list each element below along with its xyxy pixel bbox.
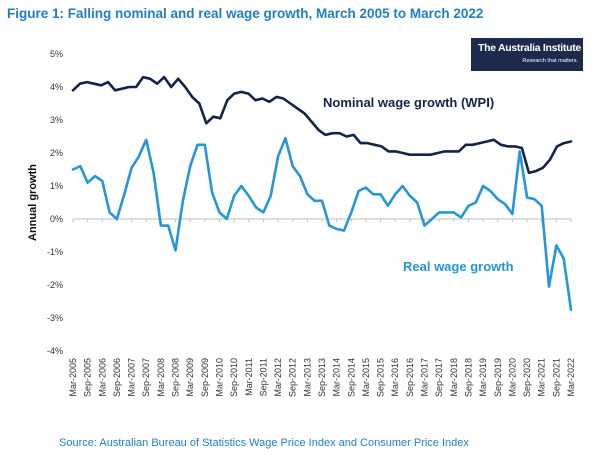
x-tick-label: Sep-2012 [288, 358, 298, 397]
y-tick-label: 4% [50, 82, 63, 92]
x-tick-label: Sep-2014 [346, 358, 356, 397]
nominal-wage-series-line [71, 75, 573, 175]
x-tick-label: Sep-2009 [200, 358, 210, 397]
x-tick-label: Sep-2017 [434, 358, 444, 397]
x-tick-label: Sep-2005 [83, 358, 93, 397]
x-tick-label: Mar-2013 [302, 358, 312, 397]
x-tick-label: Mar-2018 [449, 358, 459, 397]
x-tick-label: Sep-2015 [376, 358, 386, 397]
x-tick-label: Mar-2022 [566, 358, 576, 397]
x-tick-label: Mar-2017 [420, 358, 430, 397]
x-tick-label: Sep-2006 [112, 358, 122, 397]
x-tick-label: Sep-2010 [229, 358, 239, 397]
x-tick-label: Mar-2021 [537, 358, 547, 397]
y-tick-label: -3% [47, 313, 63, 323]
y-tick-label: 3% [50, 115, 63, 125]
x-tick-label: Sep-2019 [493, 358, 503, 397]
x-tick-label: Mar-2012 [273, 358, 283, 397]
y-tick-label: -1% [47, 247, 63, 257]
logo-name: The Australia Institute [478, 42, 581, 54]
x-tick-label: Mar-2020 [507, 358, 517, 397]
y-tick-label: -2% [47, 280, 63, 290]
y-tick-label: 2% [50, 148, 63, 158]
x-tick-label: Sep-2018 [463, 358, 473, 397]
y-tick-label: 0% [50, 214, 63, 224]
x-tick-label: Mar-2016 [390, 358, 400, 397]
x-tick-label: Sep-2011 [258, 358, 268, 396]
chart-title: Figure 1: Falling nominal and real wage … [7, 6, 484, 21]
x-tick-label: Sep-2021 [551, 358, 561, 397]
logo-tagline: Research that matters. [522, 58, 578, 64]
x-tick-label: Mar-2009 [185, 358, 195, 397]
x-tick-label: Sep-2013 [317, 358, 327, 397]
y-tick-label: 5% [50, 49, 63, 59]
x-tick-label: Sep-2008 [171, 358, 181, 397]
x-tick-label: Sep-2020 [522, 358, 532, 397]
source-note: Source: Australian Bureau of Statistics … [59, 437, 469, 449]
y-tick-label: 1% [50, 181, 63, 191]
x-tick-label: Mar-2006 [97, 358, 107, 397]
x-tick-label: Mar-2010 [214, 358, 224, 397]
y-axis-label: Annual growth [27, 164, 39, 241]
x-tick-label: Mar-2005 [68, 358, 78, 397]
real-wage-series-line [71, 136, 573, 312]
australia-institute-logo: The Australia Institute Research that ma… [471, 38, 583, 71]
real-series-label: Real wage growth [403, 259, 514, 274]
x-tick-label: Mar-2019 [478, 358, 488, 397]
x-tick-label: Sep-2016 [405, 358, 415, 397]
x-tick-label: Mar-2014 [332, 358, 342, 397]
y-tick-label: -4% [47, 346, 63, 356]
x-tick-label: Mar-2007 [127, 358, 137, 397]
x-tick-label: Mar-2011 [244, 358, 254, 396]
x-tick-label: Mar-2008 [156, 358, 166, 397]
x-tick-label: Sep-2007 [141, 358, 151, 397]
x-tick-label: Mar-2015 [361, 358, 371, 397]
nominal-series-label: Nominal wage growth (WPI) [323, 95, 494, 110]
